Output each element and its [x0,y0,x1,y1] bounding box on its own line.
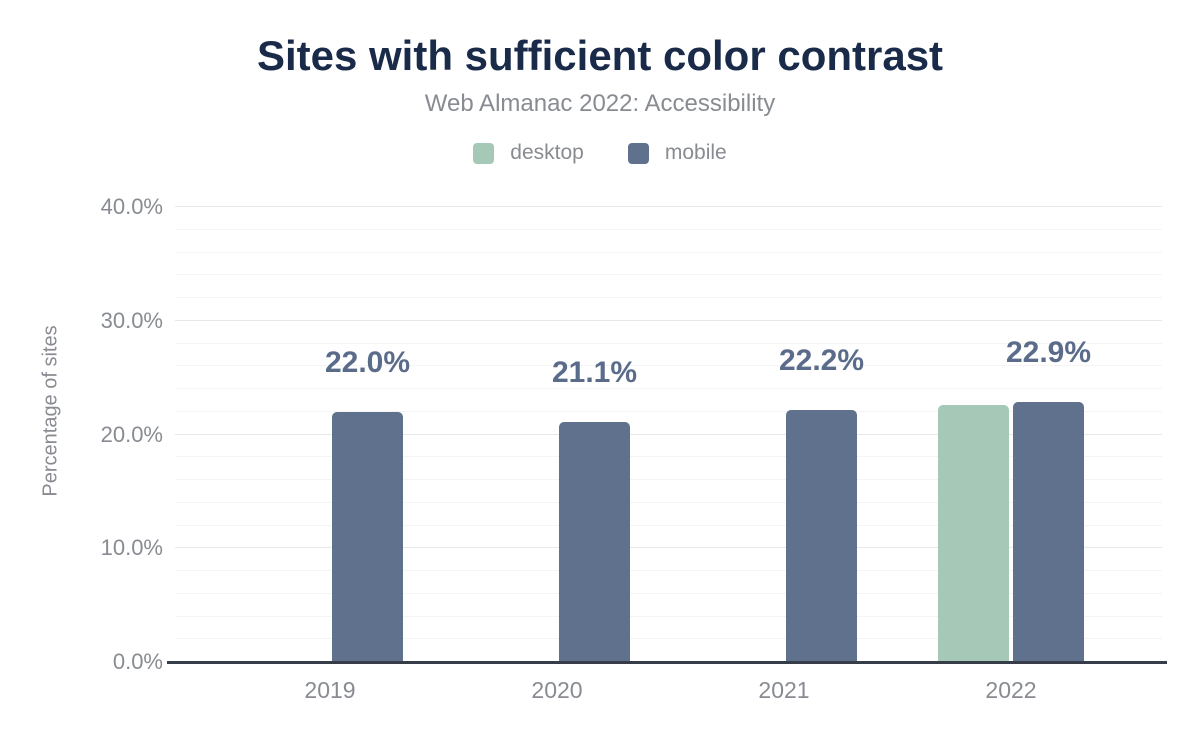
chart-title: Sites with sufficient color contrast [256,32,944,79]
minor-gridline [175,342,1162,344]
y-tick-label: 10.0% [100,535,163,561]
x-tick-label: 2022 [985,677,1037,703]
major-gridline [175,547,1162,549]
minor-gridline [175,297,1162,298]
x-axis-line [167,661,1167,664]
bar-mobile-2020[interactable] [559,422,630,662]
minor-gridline [175,456,1162,458]
chart-subtitle: Web Almanac 2022: Accessibility [424,90,776,117]
y-axis: 40.0% 30.0% 20.0% 10.0% 0.0% [0,195,163,674]
bar-mobile-2021[interactable] [786,409,857,662]
legend-label-mobile: mobile [664,141,727,164]
major-gridline [175,319,1162,321]
major-gridline [175,206,1162,207]
minor-gridline [175,365,1162,367]
minor-gridline [175,592,1162,594]
minor-gridline [175,615,1162,617]
minor-gridline [175,388,1162,389]
minor-gridline [175,479,1162,480]
desktop-swatch-icon [473,142,495,164]
minor-gridline [175,570,1162,571]
minor-gridline [175,228,1162,230]
major-gridline [175,433,1162,435]
bar-value-label: 21.1% [551,356,638,389]
y-tick-label: 40.0% [100,194,163,219]
bar-mobile-2022[interactable] [1013,401,1084,662]
minor-gridline [175,501,1162,503]
mobile-swatch-icon [627,142,649,164]
bar-desktop-2022[interactable] [938,404,1009,662]
legend-item-mobile[interactable]: mobile [627,141,727,165]
chart-legend: desktop mobile [0,141,1200,165]
x-tick-label: 2019 [304,677,356,703]
plot-area: 22.0% 2019 21.1% 2020 22.2% 2021 22.9% 2022 [175,206,1162,703]
y-tick-label: 0.0% [112,649,163,674]
legend-label-desktop: desktop [510,141,584,164]
minor-gridline [175,638,1162,640]
y-tick-label: 30.0% [100,307,163,333]
x-tick-label: 2020 [531,677,583,703]
minor-gridline [175,251,1162,253]
bar-mobile-2019[interactable] [332,411,403,662]
bar-value-label: 22.0% [324,345,411,379]
bar-value-label: 22.9% [1005,335,1092,369]
y-tick-label: 20.0% [100,421,163,447]
x-tick-label: 2021 [758,677,810,703]
legend-item-desktop[interactable]: desktop [473,141,584,165]
minor-gridline [175,274,1162,276]
minor-gridline [175,410,1162,412]
minor-gridline [175,524,1162,526]
bar-value-label: 22.2% [778,343,865,377]
